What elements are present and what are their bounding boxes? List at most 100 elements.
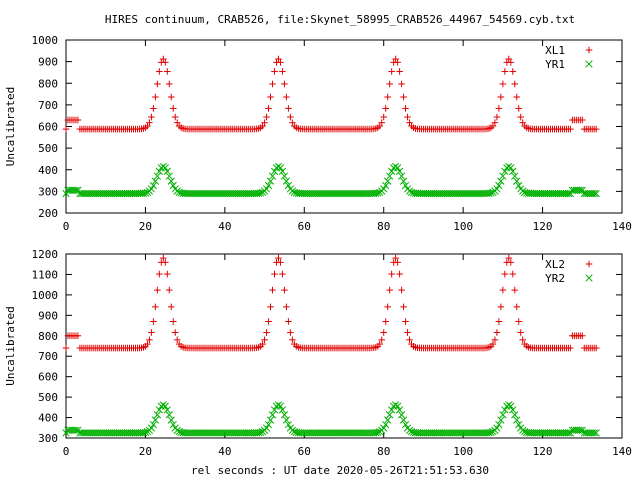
data-point	[384, 416, 392, 424]
data-point	[394, 259, 401, 266]
data-point	[515, 318, 523, 325]
data-point	[493, 329, 501, 336]
data-point	[270, 167, 279, 175]
data-point	[161, 59, 169, 66]
data-point	[513, 93, 521, 101]
data-point	[150, 318, 157, 325]
data-point	[163, 167, 171, 175]
y-tick-label: 600	[38, 371, 58, 384]
data-point	[509, 270, 517, 278]
data-point	[281, 80, 288, 88]
data-point	[169, 318, 177, 325]
data-point	[160, 254, 167, 262]
x-tick-label: 100	[453, 220, 473, 233]
data-point	[501, 270, 509, 278]
data-point	[399, 416, 408, 424]
y-tick-label: 800	[38, 77, 58, 90]
data-point	[271, 270, 278, 278]
data-point	[277, 59, 284, 66]
data-point	[149, 420, 158, 429]
data-point	[275, 55, 282, 63]
data-point	[284, 181, 293, 190]
data-point	[161, 164, 169, 172]
y-tick-label: 1100	[32, 268, 59, 281]
data-point	[493, 424, 501, 432]
x-tick-label: 60	[298, 220, 311, 233]
data-point	[380, 329, 388, 336]
data-point	[269, 286, 276, 294]
data-point	[592, 429, 600, 437]
data-point	[578, 116, 586, 124]
data-point	[74, 116, 82, 124]
x-tick-label: 100	[453, 445, 473, 458]
data-point	[263, 329, 270, 336]
data-point	[519, 119, 527, 126]
data-point	[72, 186, 80, 194]
data-point	[517, 113, 525, 121]
data-point	[269, 80, 276, 88]
x-tick-label: 120	[533, 445, 553, 458]
data-point	[505, 254, 513, 262]
data-point	[163, 270, 171, 278]
series-YR1	[62, 162, 600, 198]
data-point	[261, 119, 268, 126]
data-point	[380, 185, 388, 193]
legend-label: YR1	[545, 58, 565, 71]
data-point	[489, 340, 497, 348]
top-panel: 0 20 40 60 80 100 120 140 200 300 400 500 600 700 800 9…	[4, 34, 632, 233]
data-point	[144, 340, 151, 348]
data-point	[148, 113, 155, 121]
data-point	[395, 167, 404, 175]
data-point	[386, 411, 394, 419]
data-point	[566, 189, 575, 198]
data-point	[511, 411, 519, 419]
data-point	[509, 68, 517, 75]
data-point	[487, 189, 495, 197]
data-point	[515, 105, 523, 112]
data-point	[262, 424, 271, 432]
data-point	[141, 189, 150, 197]
data-point	[285, 105, 292, 112]
data-point	[165, 80, 173, 88]
data-point	[147, 424, 156, 432]
data-point	[397, 411, 406, 419]
series-XL1	[62, 55, 600, 133]
data-point	[276, 402, 285, 410]
x-tick-label: 140	[612, 220, 632, 233]
data-point	[153, 411, 161, 419]
data-point	[268, 172, 277, 180]
data-point	[513, 177, 521, 185]
data-point	[495, 105, 503, 112]
data-point	[280, 172, 289, 180]
data-point	[564, 189, 573, 198]
data-point	[509, 167, 517, 175]
data-point	[384, 177, 392, 185]
y-axis-label: Uncalibrated	[4, 306, 17, 385]
y-tick-label: 300	[38, 432, 58, 445]
data-point	[392, 254, 399, 262]
y-tick-label: 600	[38, 121, 58, 134]
bottom-panel: 0 20 40 60 80 100 120 140 300 400 500 600 700 800 900 1…	[4, 248, 632, 458]
data-point	[165, 286, 173, 294]
data-point	[384, 303, 391, 311]
data-point	[163, 68, 171, 75]
data-point	[256, 189, 265, 197]
data-point	[146, 336, 153, 344]
data-point	[401, 181, 410, 190]
data-point	[590, 189, 598, 198]
x-tick-label: 0	[63, 220, 70, 233]
data-point	[511, 286, 519, 294]
data-point	[374, 189, 382, 197]
data-point	[382, 181, 390, 190]
data-point	[267, 93, 274, 101]
x-tick-label: 40	[218, 220, 231, 233]
data-point	[397, 172, 406, 180]
data-point	[578, 332, 586, 340]
data-point	[148, 329, 155, 336]
y-tick-label: 200	[38, 207, 58, 220]
y-tick-label: 500	[38, 391, 58, 404]
legend-label: XL1	[545, 44, 565, 57]
data-point	[149, 181, 158, 190]
data-point	[519, 336, 527, 344]
